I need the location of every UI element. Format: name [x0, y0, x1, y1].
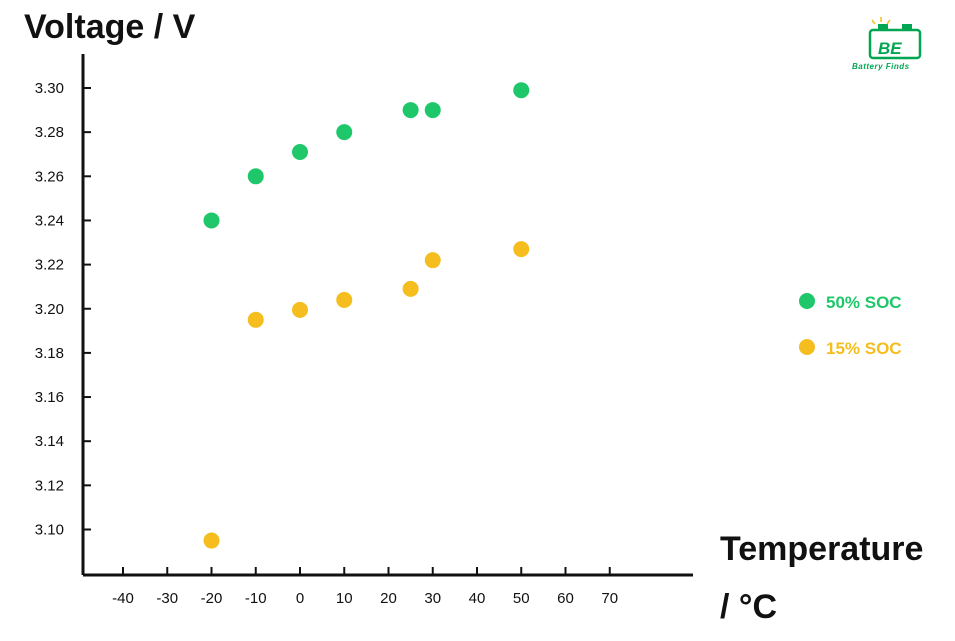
point-15-soc [336, 291, 353, 308]
battery-finds-logo: BE Battery Finds [852, 17, 922, 71]
y-tick-label: 3.20 [35, 301, 64, 318]
x-tick-label: -10 [245, 590, 267, 607]
x-tick-label: 20 [380, 590, 397, 607]
y-tick-label: 3.24 [35, 212, 64, 229]
x-tick-label: 50 [513, 590, 530, 607]
y-tick-label: 3.12 [35, 477, 64, 494]
y-ticks: 3.10 3.12 3.14 3.16 3.18 3.20 3.22 3.24 3.26 3.28… [35, 80, 91, 539]
y-tick-label: 3.26 [35, 168, 64, 185]
y-tick-label: 3.22 [35, 257, 64, 274]
x-tick-label: 30 [424, 590, 441, 607]
x-tick-label: -30 [156, 590, 178, 607]
y-tick-label: 3.14 [35, 433, 64, 450]
x-tick-label: 40 [469, 590, 486, 607]
point-15-soc [424, 252, 441, 269]
point-15-soc [513, 241, 530, 258]
legend-label-50-soc: 50% SOC [826, 293, 902, 312]
legend-marker-50-soc [799, 293, 815, 309]
legend: 50% SOC 15% SOC [799, 293, 902, 358]
battery-icon [868, 17, 922, 60]
point-50-soc [203, 212, 220, 229]
y-tick-label: 3.18 [35, 345, 64, 362]
x-ticks: -40 -30 -20 -10 0 10 20 30 40 50 60 70 [112, 567, 618, 607]
x-tick-label: 70 [601, 590, 618, 607]
data-points [203, 82, 530, 549]
x-tick-label: -40 [112, 590, 134, 607]
point-50-soc [336, 124, 353, 141]
point-50-soc [247, 168, 264, 185]
x-axis-title: Temperature [720, 530, 923, 568]
y-tick-label: 3.10 [35, 522, 64, 539]
y-tick-label: 3.16 [35, 389, 64, 406]
point-15-soc [203, 532, 220, 549]
x-tick-label: 0 [296, 590, 304, 607]
point-15-soc [247, 311, 264, 328]
point-15-soc [402, 280, 419, 297]
y-tick-label: 3.30 [35, 80, 64, 97]
x-tick-label: 10 [336, 590, 353, 607]
point-50-soc [424, 102, 441, 119]
logo-letters: BE [878, 39, 902, 58]
x-tick-label: 60 [557, 590, 574, 607]
point-50-soc [402, 102, 419, 119]
point-50-soc [292, 144, 308, 161]
y-axis-title: Voltage / V [24, 8, 196, 46]
legend-label-15-soc: 15% SOC [826, 339, 902, 358]
y-tick-label: 3.28 [35, 124, 64, 141]
x-axis-unit: / °C [720, 588, 777, 626]
logo-brand-text: Battery Finds [852, 62, 910, 71]
x-tick-label: -20 [201, 590, 223, 607]
point-50-soc [513, 82, 530, 99]
point-15-soc [292, 301, 308, 318]
legend-marker-15-soc [799, 339, 815, 355]
